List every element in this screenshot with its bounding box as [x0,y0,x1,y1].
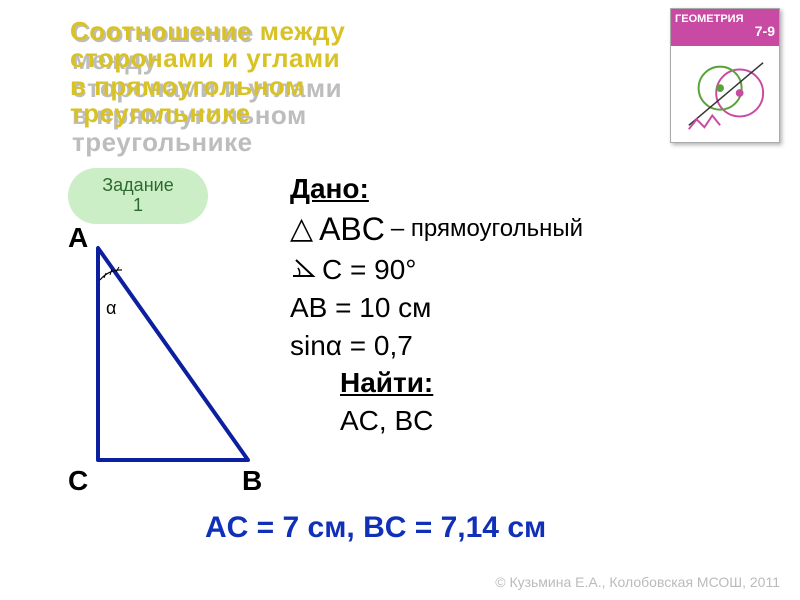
title-line-2: сторонами и углами [70,45,345,72]
find-heading: Найти: [340,364,760,402]
sin-line: sinα = 0,7 [290,327,760,365]
triangle-diagram: A C B α [70,230,270,500]
vertex-a-label: A [68,222,88,254]
vertex-b-label: B [242,465,262,497]
title-line-1: Соотношение между [70,18,345,45]
angle-symbol-icon [290,251,316,289]
badge-line2: 1 [102,196,173,216]
book-grades: 7-9 [675,23,775,39]
slide-title: Соотношение между сторонами и углами в п… [70,18,345,127]
angle-alpha-label: α [106,298,116,319]
credit-line: © Кузьмина Е.А., Колобовская МСОШ, 2011 [495,574,780,590]
triangle-symbol-icon: △ [290,209,313,250]
book-art-icon [681,49,769,137]
title-line-3: в прямоугольном [70,73,345,100]
ab-line: AB = 10 см [290,289,760,327]
title-line-4: треугольнике [70,100,345,127]
triangle-name: ABC [319,208,385,251]
badge-line1: Задание [102,176,173,196]
given-heading: Дано: [290,170,760,208]
triangle-desc: – прямоугольный [391,213,583,245]
textbook-cover: ГЕОМЕТРИЯ 7-9 [670,8,780,143]
problem-text: Дано: △ABC – прямоугольный C = 90° AB = … [290,170,760,440]
angle-c-line: C = 90° [322,251,416,289]
task-badge: Задание 1 [68,168,208,224]
vertex-c-label: C [68,465,88,497]
answer-line: AC = 7 см, BC = 7,14 см [205,511,546,545]
find-what: AC, BC [340,402,760,440]
